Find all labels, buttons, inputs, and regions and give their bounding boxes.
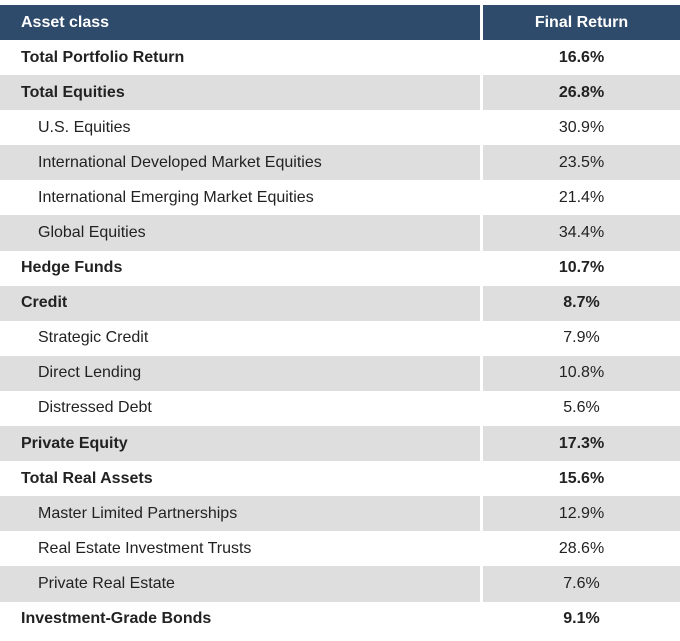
- table-row: Distressed Debt 5.6%: [0, 390, 680, 427]
- row-value: 26.8%: [558, 83, 605, 101]
- row-value: 16.6%: [558, 48, 605, 66]
- row-value: 10.7%: [558, 259, 605, 277]
- row-value: 12.9%: [558, 504, 605, 522]
- row-label: Total Real Assets: [0, 461, 483, 497]
- row-label: International Developed Market Equities: [0, 145, 483, 181]
- row-label: U.S. Equities: [0, 110, 483, 146]
- row-label: Strategic Credit: [0, 320, 483, 356]
- row-value: 7.9%: [563, 329, 600, 347]
- table-row: International Emerging Market Equities 2…: [0, 180, 680, 216]
- table-row: International Developed Market Equities …: [0, 145, 680, 181]
- row-label: Hedge Funds: [0, 250, 483, 286]
- row-value: 17.3%: [558, 434, 605, 452]
- row-value: 15.6%: [558, 469, 605, 487]
- table-row: U.S. Equities 30.9%: [0, 110, 680, 146]
- row-label: Credit: [0, 285, 483, 321]
- table-row: Total Portfolio Return 16.6%: [0, 40, 680, 76]
- header-asset-class: Asset class: [0, 5, 483, 40]
- header-final-return: Final Return: [534, 13, 629, 31]
- row-label: Total Portfolio Return: [0, 40, 483, 76]
- returns-table: Asset class Final Return Total Portfolio…: [0, 5, 680, 637]
- row-label: Investment-Grade Bonds: [0, 601, 483, 637]
- row-value: 5.6%: [563, 399, 600, 417]
- table-row: Master Limited Partnerships 12.9%: [0, 496, 680, 532]
- row-label: Real Estate Investment Trusts: [0, 531, 483, 567]
- row-label: International Emerging Market Equities: [0, 180, 483, 216]
- row-value: 30.9%: [558, 118, 605, 136]
- row-label: Direct Lending: [0, 355, 483, 391]
- row-value: 7.6%: [563, 574, 600, 592]
- table-row: Direct Lending 10.8%: [0, 355, 680, 391]
- row-value: 23.5%: [558, 153, 605, 171]
- table-row: Investment-Grade Bonds 9.1%: [0, 601, 680, 637]
- row-label: Master Limited Partnerships: [0, 496, 483, 532]
- row-label: Global Equities: [0, 215, 483, 251]
- row-label: Private Equity: [0, 426, 483, 462]
- table-row: Global Equities 34.4%: [0, 215, 680, 251]
- table-row: Real Estate Investment Trusts 28.6%: [0, 531, 680, 567]
- row-value: 10.8%: [558, 364, 605, 382]
- table-header: Asset class Final Return: [0, 5, 680, 40]
- table-row: Total Equities 26.8%: [0, 75, 680, 111]
- row-value: 34.4%: [558, 224, 605, 242]
- table-row: Credit 8.7%: [0, 285, 680, 321]
- row-label: Total Equities: [0, 75, 483, 111]
- table-row: Hedge Funds 10.7%: [0, 250, 680, 286]
- row-value: 9.1%: [563, 610, 600, 628]
- table-row: Strategic Credit 7.9%: [0, 320, 680, 356]
- table-row: Total Real Assets 15.6%: [0, 461, 680, 497]
- row-value: 28.6%: [558, 539, 605, 557]
- table-row: Private Real Estate 7.6%: [0, 566, 680, 602]
- row-label: Private Real Estate: [0, 566, 483, 602]
- row-value: 21.4%: [558, 188, 605, 206]
- row-value: 8.7%: [563, 294, 600, 312]
- row-label: Distressed Debt: [0, 390, 483, 427]
- table-row: Private Equity 17.3%: [0, 426, 680, 462]
